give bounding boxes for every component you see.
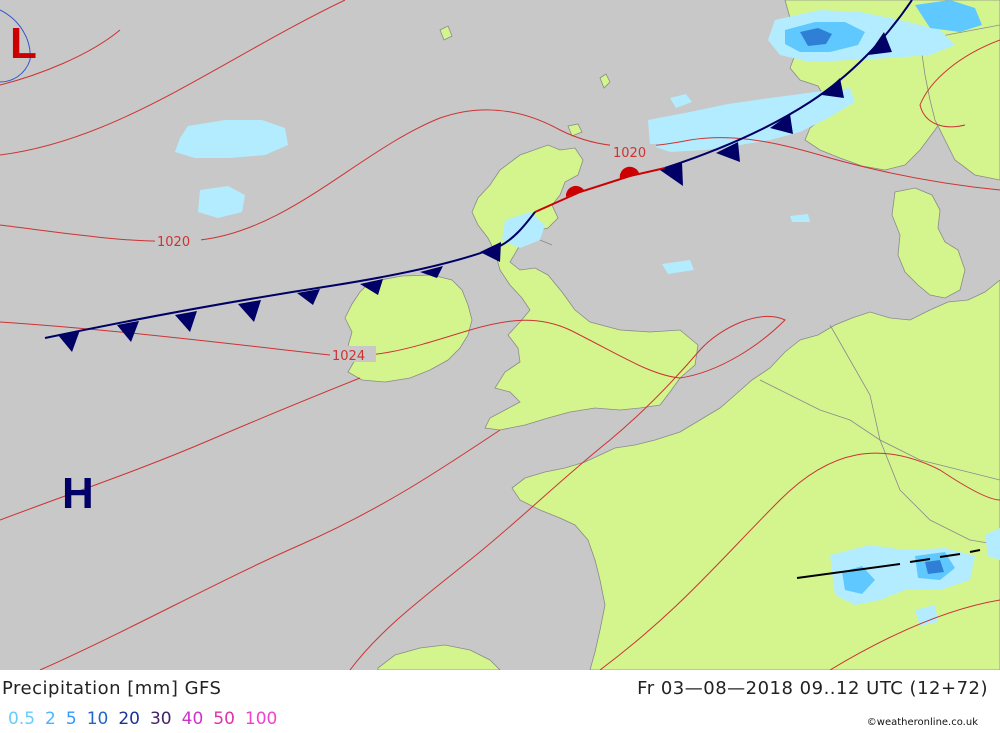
legend-item-100: 100 (244, 709, 278, 729)
credit-text: ©weatheronline.co.uk (866, 717, 978, 728)
low-isobar (0, 9, 31, 83)
warm-front-semicircle-1 (565, 185, 584, 197)
border-1 (759, 379, 1000, 481)
precip-scotland (502, 212, 545, 248)
warm-front (534, 166, 666, 213)
isobar-label-bg-1 (610, 144, 656, 160)
trough-line-dash-2 (939, 553, 961, 558)
precip-alps-east (985, 528, 1000, 560)
isobar-4 (0, 377, 361, 521)
isobar-labels: 1020 1020 1024 (155, 144, 656, 364)
warm-front-line (534, 167, 666, 213)
cold-front-triangle-9 (660, 162, 683, 186)
trough-line-dash-1 (909, 558, 931, 563)
precipitation-areas (175, 0, 1000, 626)
legend-item-2: 2 (45, 709, 56, 729)
isobar-8 (919, 39, 1000, 128)
high-pressure-label: H (62, 469, 94, 518)
legend-item-30: 30 (149, 709, 172, 729)
trough-line-main (796, 563, 901, 579)
precip-norway-heavy (800, 28, 832, 46)
land-orkney (567, 123, 583, 137)
legend-item-10: 10 (86, 709, 109, 729)
cold-front-triangle-13 (868, 32, 892, 55)
cold-front-triangle-5 (297, 289, 320, 305)
land-iberia (377, 644, 501, 670)
precip-north-atlantic-2 (198, 186, 245, 218)
precip-north-sea-band (648, 88, 855, 152)
legend-item-0-5: 0.5 (8, 709, 36, 729)
precip-italy (915, 605, 938, 626)
legend-item-20: 20 (118, 709, 140, 729)
isobar-label-2: 1020 (157, 235, 190, 250)
cold-front-triangle-6 (360, 279, 383, 295)
cold-front-triangle-2 (117, 321, 139, 342)
legend-item-50: 50 (213, 709, 235, 729)
weather-map: 1020 1020 1024 (0, 0, 1000, 670)
low-pressure-label: L (10, 19, 37, 68)
warm-front-semicircle-2 (619, 166, 639, 179)
land-faroe (439, 25, 453, 41)
precip-alps-heavy (925, 560, 944, 574)
cold-front-line-west (44, 211, 536, 339)
precip-alps-medium-1 (842, 566, 875, 594)
isobar-6 (599, 452, 1000, 670)
border-2 (829, 324, 881, 441)
isobar-1 (0, 0, 346, 156)
legend-item-5: 5 (65, 709, 77, 729)
border-3 (879, 439, 1000, 546)
trough-line (796, 549, 981, 579)
precipitation-legend: 0.5 2 5 10 20 30 40 50 100 (8, 709, 287, 729)
land-sweden (919, 24, 1000, 181)
cold-front-triangle-12 (822, 78, 844, 98)
isobar-label-1: 1020 (613, 146, 646, 161)
precip-sweden (915, 0, 982, 32)
cold-front-triangle-10 (716, 142, 740, 162)
isobar-5 (39, 429, 501, 670)
precip-north-sea-small (662, 260, 694, 274)
precip-denmark-small (790, 214, 810, 222)
chart-title: Precipitation [mm] GFS (2, 678, 222, 699)
trough-line-dash-3 (969, 549, 981, 553)
isobar-9 (0, 29, 121, 86)
isobar-7 (829, 599, 1000, 670)
land-denmark (891, 187, 966, 299)
isobar-label-bg-3 (330, 346, 376, 362)
cold-front-triangle-8 (480, 242, 501, 262)
cold-front (44, 0, 913, 352)
cold-front-triangle-11 (770, 114, 793, 134)
cold-front-triangle-1 (58, 330, 80, 352)
cold-front-triangle-3 (175, 311, 197, 332)
isobar-label-3: 1024 (332, 349, 365, 364)
land-shetland (599, 73, 611, 89)
precip-iceland-small (670, 94, 692, 108)
legend-item-40: 40 (181, 709, 204, 729)
land-ireland (344, 274, 473, 383)
precip-north-atlantic-1 (175, 120, 288, 158)
cold-front-triangle-7 (420, 266, 443, 278)
isobar-label-bg-2 (155, 232, 201, 248)
valid-time: Fr 03—08—2018 09..12 UTC (12+72) (637, 678, 988, 699)
cold-front-triangle-4 (238, 300, 261, 322)
